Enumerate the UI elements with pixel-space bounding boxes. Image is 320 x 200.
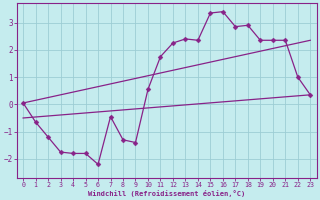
X-axis label: Windchill (Refroidissement éolien,°C): Windchill (Refroidissement éolien,°C)	[88, 190, 245, 197]
